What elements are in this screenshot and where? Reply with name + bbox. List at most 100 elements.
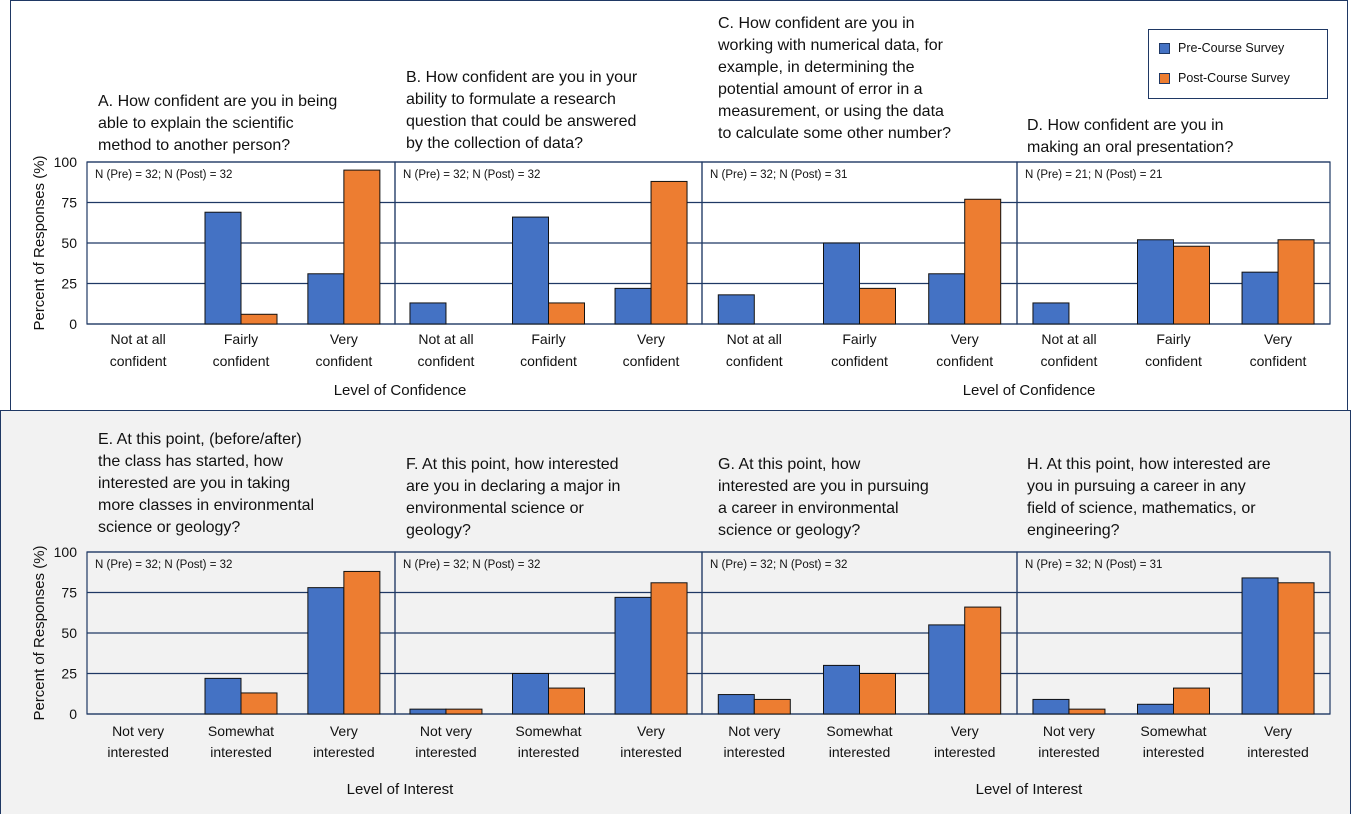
y-axis-title-top: Percent of Responses (%) [31,155,48,330]
category-label-b-0: Not at all [418,331,473,347]
n-label-e: N (Pre) = 32; N (Post) = 32 [95,559,232,571]
bar-pre-h-0 [1032,698,1070,715]
bar-pre-g-0 [717,694,755,715]
category-label-b-2: Very [637,331,665,347]
category-label-d-0: Not at all [1041,331,1096,347]
question-title-e: E. At this point, (before/after) the cla… [98,431,315,536]
category-label-h-2: Very [1264,723,1292,739]
bar-pre-h-1 [1137,703,1174,715]
category-label-d-2: confident [1250,353,1307,369]
bar-pre-g-1 [823,664,860,715]
y-axis-title-bottom: Percent of Responses (%) [31,545,48,720]
bar-post-c-2 [964,198,1002,325]
legend-label-post: Post-Course Survey [1178,71,1290,85]
bar-pre-d-2 [1241,271,1279,325]
category-label-a-0: confident [110,353,167,369]
bar-pre-b-1 [512,216,549,325]
category-label-h-1: interested [1143,744,1204,760]
category-label-f-1: interested [518,744,579,760]
category-label-f-0: Not very [420,723,472,739]
y-tick-label-e: 0 [69,706,77,722]
category-label-c-0: confident [726,353,783,369]
bar-pre-b-0 [409,302,447,325]
category-label-g-0: Not very [728,723,780,739]
bar-pre-c-2 [928,273,966,325]
bar-post-b-1 [548,302,585,325]
category-label-b-1: confident [520,353,577,369]
bar-post-h-2 [1277,582,1315,715]
category-label-b-2: confident [623,353,680,369]
category-label-a-1: confident [213,353,270,369]
question-title-h: H. At this point, how interested are you… [1027,456,1271,539]
x-axis-title-top-left: Level of Confidence [334,382,467,399]
bar-pre-e-2 [307,587,345,715]
legend-item-post: Post-Course Survey [1159,71,1290,85]
legend-label-pre: Pre-Course Survey [1178,41,1285,55]
bar-post-a-2 [343,169,381,325]
category-label-g-0: interested [724,744,785,760]
n-label-a: N (Pre) = 32; N (Post) = 32 [95,169,232,181]
category-label-e-1: Somewhat [208,723,274,739]
bar-pre-a-2 [307,273,345,325]
n-label-h: N (Pre) = 32; N (Post) = 31 [1025,559,1162,571]
bar-pre-d-1 [1137,239,1174,325]
bar-post-g-0 [753,698,791,715]
category-label-h-1: Somewhat [1140,723,1206,739]
category-label-c-2: confident [936,353,993,369]
question-title-c: C. How confident are you in working with… [718,15,952,142]
category-label-a-2: Very [330,331,358,347]
category-label-g-1: Somewhat [826,723,892,739]
question-title-b: B. How confident are you in your ability… [406,69,638,152]
legend-item-pre: Pre-Course Survey [1159,41,1284,55]
bar-post-f-0 [445,708,483,715]
category-label-e-2: Very [330,723,358,739]
bar-post-d-2 [1277,239,1315,325]
x-axis-title-bottom-right: Level of Interest [976,781,1084,798]
category-label-e-0: Not very [112,723,164,739]
n-label-d: N (Pre) = 21; N (Post) = 21 [1025,169,1162,181]
bar-pre-h-2 [1241,577,1279,715]
y-tick-label-a: 75 [61,195,77,211]
bar-pre-f-1 [512,673,549,715]
y-tick-label-e: 100 [54,544,78,560]
x-axis-title-top-right: Level of Confidence [963,382,1096,399]
bar-post-f-2 [650,582,688,715]
category-label-d-2: Very [1264,331,1292,347]
bar-post-g-1 [859,673,896,715]
bar-post-h-0 [1068,708,1106,715]
category-label-f-2: Very [637,723,665,739]
y-tick-label-a: 50 [61,235,77,251]
bar-post-h-1 [1173,687,1210,715]
bar-post-d-1 [1173,245,1210,325]
category-label-c-1: confident [831,353,888,369]
bar-post-a-1 [240,313,278,325]
category-label-a-1: Fairly [224,331,258,347]
bar-post-g-2 [964,606,1002,715]
bar-pre-f-2 [614,596,652,715]
category-label-c-0: Not at all [727,331,782,347]
n-label-g: N (Pre) = 32; N (Post) = 32 [710,559,847,571]
category-label-e-0: interested [107,744,168,760]
category-label-h-2: interested [1247,744,1308,760]
category-label-c-1: Fairly [842,331,876,347]
category-label-g-2: interested [934,744,995,760]
category-label-c-2: Very [951,331,979,347]
x-axis-title-bottom-left: Level of Interest [347,781,455,798]
question-title-a: A. How confident are you in being able t… [98,93,338,154]
legend: Pre-Course Survey Post-Course Survey [1148,29,1328,99]
bar-pre-g-2 [928,624,966,715]
question-title-g: G. At this point, how interested are you… [718,456,929,539]
category-label-g-1: interested [829,744,890,760]
bar-pre-c-1 [823,242,860,325]
category-label-a-0: Not at all [111,331,166,347]
y-tick-label-e: 75 [61,585,77,601]
bar-pre-a-1 [204,211,242,325]
category-label-a-2: confident [315,353,372,369]
category-label-e-2: interested [313,744,374,760]
question-title-f: F. At this point, how interested are you… [406,456,621,539]
category-label-e-1: interested [210,744,271,760]
bar-pre-e-1 [204,677,242,715]
bar-post-e-1 [240,692,278,715]
